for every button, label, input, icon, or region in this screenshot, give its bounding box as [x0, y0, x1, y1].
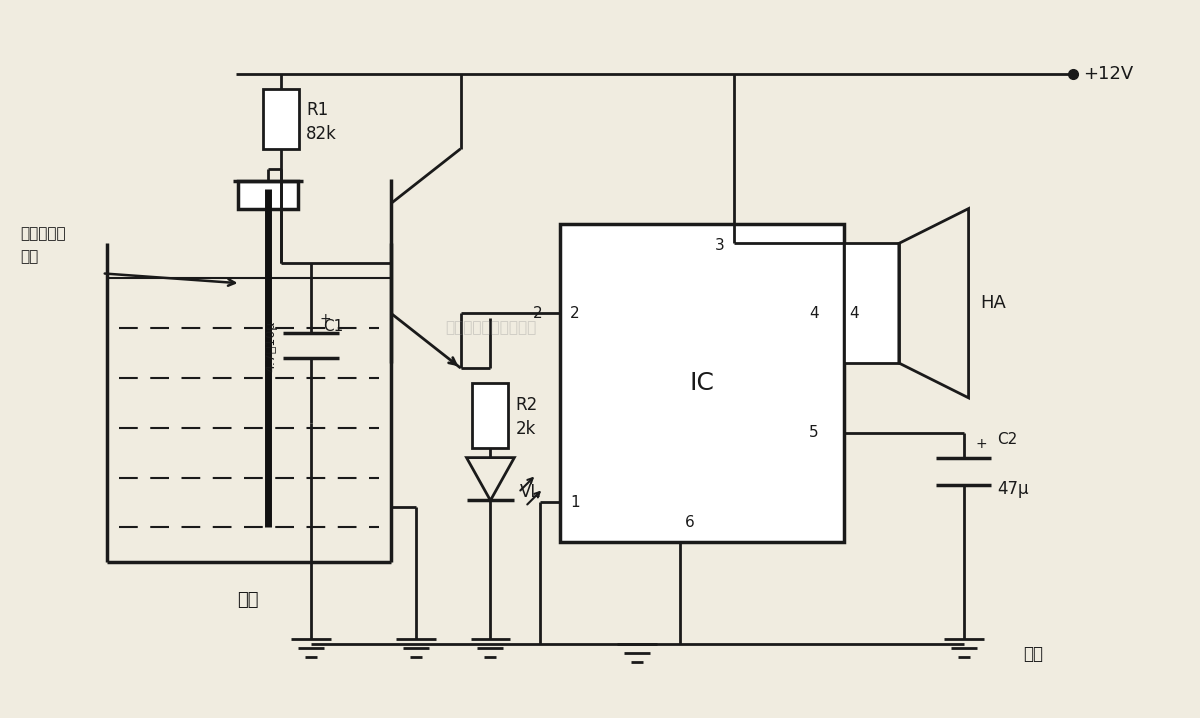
Text: IC: IC	[689, 371, 714, 395]
Text: VL: VL	[521, 483, 541, 501]
Text: 水位传感器: 水位传感器	[20, 226, 66, 241]
Text: 2: 2	[570, 306, 580, 321]
Text: 杭州将睿科技有限公司: 杭州将睿科技有限公司	[445, 321, 536, 335]
Text: +: +	[319, 312, 331, 326]
Text: 82k: 82k	[306, 125, 337, 143]
Text: 4.7～10μ: 4.7～10μ	[265, 320, 277, 372]
Text: C2: C2	[997, 432, 1018, 447]
Bar	[844, 243, 899, 363]
Text: 携鐵: 携鐵	[1024, 645, 1043, 663]
Text: HA: HA	[980, 294, 1007, 312]
Text: 3: 3	[715, 238, 725, 253]
Text: R2: R2	[515, 396, 538, 414]
Text: 6: 6	[685, 516, 695, 531]
Text: 1: 1	[570, 495, 580, 510]
Bar	[473, 383, 509, 447]
Bar	[560, 223, 844, 542]
Bar	[239, 181, 298, 209]
Text: 2: 2	[533, 306, 542, 321]
Bar	[263, 89, 299, 149]
Text: 5: 5	[809, 425, 818, 440]
Text: 4: 4	[850, 306, 859, 321]
Text: +: +	[976, 437, 988, 451]
Text: 47μ: 47μ	[997, 480, 1028, 498]
Text: +12V: +12V	[1084, 65, 1133, 83]
Text: R1: R1	[306, 101, 329, 119]
Text: 2k: 2k	[515, 420, 535, 438]
Text: 4: 4	[809, 306, 818, 321]
Text: 电极: 电极	[20, 249, 38, 264]
Text: C1: C1	[323, 319, 343, 334]
Text: 水筱: 水筱	[238, 591, 259, 609]
